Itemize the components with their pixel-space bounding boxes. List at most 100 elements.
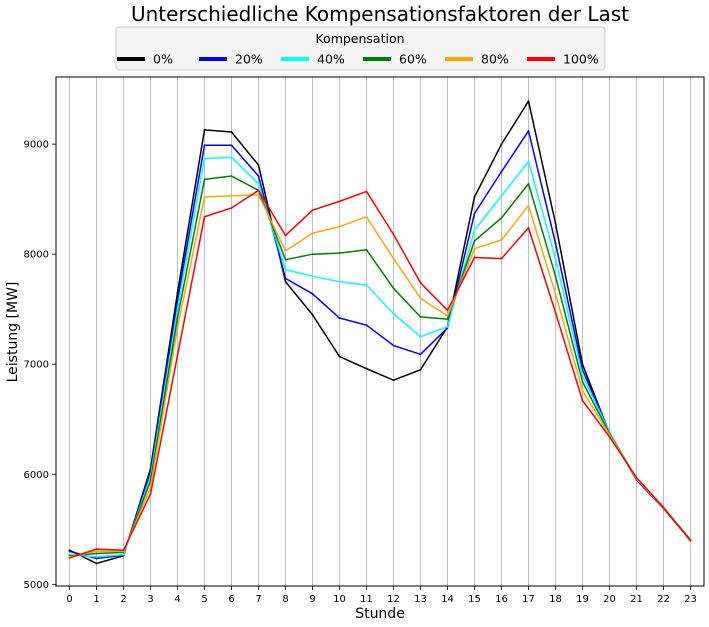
data-point	[257, 164, 260, 166]
data-point	[554, 292, 557, 295]
data-point	[419, 297, 422, 300]
data-point	[203, 144, 206, 147]
x-tick-label: 8	[282, 594, 288, 605]
legend-item: 20%	[199, 52, 263, 67]
data-point	[446, 309, 449, 312]
data-point	[473, 229, 476, 231]
data-point	[95, 555, 98, 558]
data-point	[257, 189, 260, 192]
data-point	[284, 258, 287, 261]
data-point	[473, 212, 476, 215]
x-tick-label: 23	[684, 594, 697, 605]
data-point	[203, 215, 206, 218]
x-tick-label: 12	[387, 594, 400, 605]
data-point	[257, 193, 260, 196]
series-line	[69, 100, 692, 565]
data-point	[581, 389, 584, 392]
data-point	[95, 548, 98, 551]
y-tick-label: 9000	[24, 140, 49, 151]
data-point	[230, 207, 233, 209]
data-point	[392, 344, 395, 347]
legend-box	[115, 26, 606, 71]
y-tick-label: 8000	[24, 250, 49, 261]
series-line	[69, 189, 692, 559]
data-point	[284, 249, 287, 252]
y-tick-label: 5000	[24, 580, 49, 591]
x-tick-label: 0	[66, 594, 72, 605]
x-tick-label: 16	[495, 594, 508, 605]
data-point	[581, 380, 584, 383]
x-tick-label: 13	[414, 594, 427, 605]
data-point	[176, 354, 179, 357]
data-point	[689, 539, 692, 542]
series-line	[69, 156, 692, 558]
data-point	[419, 335, 422, 338]
legend: Kompensation 0% 20% 40% 60% 80% 100%	[115, 26, 606, 71]
data-point	[257, 182, 260, 185]
x-tick-label: 4	[174, 594, 180, 605]
data-point	[554, 242, 557, 245]
data-point	[365, 215, 368, 218]
x-tick-label: 7	[255, 594, 261, 605]
data-point	[392, 287, 395, 290]
data-point	[446, 325, 449, 328]
x-axis-ticks: 0 1 2 3 4 5 6 7 8 9 10 11 12 13 14 15 16 17 18 19 20 21 22 23	[66, 586, 697, 605]
data-point	[662, 506, 665, 509]
data-point	[473, 196, 476, 198]
series-line	[69, 130, 692, 560]
legend-title: Kompensation	[315, 31, 404, 46]
legend-item: 80%	[445, 52, 509, 67]
data-point	[527, 100, 530, 103]
legend-item: 40%	[281, 52, 345, 67]
data-point	[527, 204, 530, 207]
data-point	[500, 257, 503, 260]
legend-item: 60%	[363, 52, 427, 67]
data-point	[419, 281, 422, 284]
data-point	[338, 317, 341, 319]
legend-label: 20%	[235, 52, 263, 67]
data-point	[392, 312, 395, 315]
chart-title: Unterschiedliche Kompensationsfaktoren d…	[131, 2, 629, 26]
x-tick-label: 3	[147, 594, 153, 605]
data-point	[68, 557, 71, 559]
data-point	[419, 353, 422, 356]
data-point	[500, 238, 503, 241]
data-point	[203, 157, 206, 160]
legend-item: 0%	[117, 52, 173, 67]
data-point	[581, 374, 584, 377]
data-point	[338, 355, 341, 358]
legend-label: 100%	[563, 52, 599, 67]
data-point	[311, 253, 314, 256]
data-point	[473, 256, 476, 259]
data-point	[338, 280, 341, 283]
data-point	[365, 190, 368, 193]
data-point	[311, 232, 314, 235]
x-tick-label: 9	[309, 594, 315, 605]
data-point	[176, 291, 179, 294]
y-tick-label: 7000	[24, 360, 49, 371]
x-tick-label: 17	[522, 594, 535, 605]
data-point	[581, 399, 584, 402]
data-point	[500, 216, 503, 219]
data-point	[176, 317, 179, 319]
data-point	[311, 292, 314, 295]
legend-label: 40%	[317, 52, 345, 67]
data-point	[365, 248, 368, 251]
series-line	[69, 175, 692, 557]
data-point	[68, 550, 71, 553]
data-point	[500, 194, 503, 197]
data-point	[365, 324, 368, 327]
data-point	[527, 182, 530, 185]
x-tick-label: 10	[333, 594, 346, 605]
x-tick-label: 19	[576, 594, 589, 605]
y-axis-ticks: 5000 6000 7000 8000 9000	[24, 140, 56, 591]
data-point	[527, 160, 530, 163]
data-point	[122, 553, 125, 556]
x-tick-label: 22	[657, 594, 670, 605]
data-point	[365, 367, 368, 370]
data-point	[149, 493, 152, 496]
data-point	[473, 240, 476, 242]
data-point	[95, 550, 98, 553]
